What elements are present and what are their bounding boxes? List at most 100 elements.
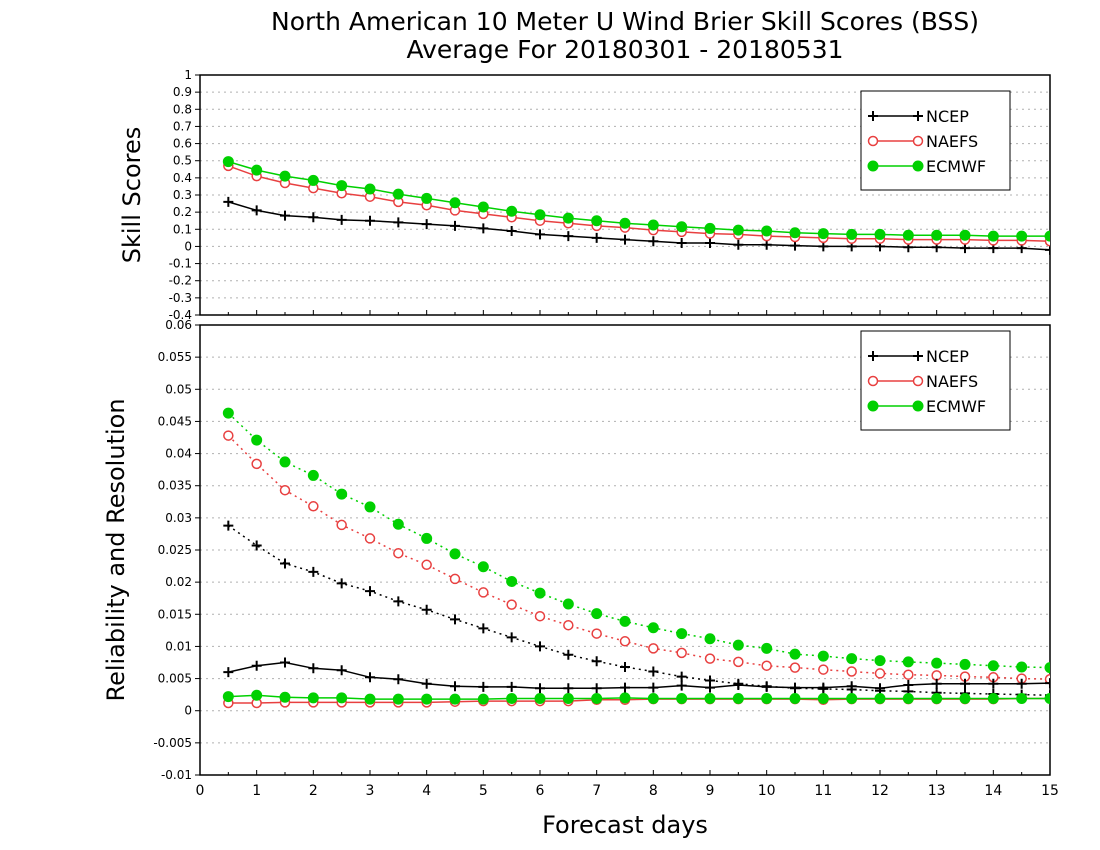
bottom-point-ncep bbox=[393, 596, 404, 607]
bottom-point-ncep bbox=[393, 674, 404, 685]
top-ytick-label-8: 0.4 bbox=[173, 171, 192, 185]
bottom-ytick-label-10: 0.04 bbox=[165, 447, 192, 461]
top-legend-marker-ecmwf bbox=[867, 160, 879, 172]
bottom-ytick-label-12: 0.05 bbox=[165, 382, 192, 396]
bottom-point-ecmwf bbox=[392, 518, 404, 530]
top-point-ecmwf bbox=[392, 188, 404, 200]
bottom-point-ecmwf bbox=[477, 561, 489, 573]
bottom-point-ecmwf bbox=[732, 639, 744, 651]
bottom-point-ecmwf bbox=[307, 692, 319, 704]
top-point-ecmwf bbox=[647, 219, 659, 231]
bottom-point-ncep bbox=[308, 566, 319, 577]
bottom-point-ncep bbox=[931, 678, 942, 689]
bottom-point-ncep bbox=[506, 681, 517, 692]
top-point-ecmwf bbox=[931, 229, 943, 241]
bottom-point-naefs bbox=[676, 647, 687, 659]
bottom-legend-marker-ncep bbox=[868, 351, 878, 361]
bottom-point-naefs bbox=[704, 653, 716, 664]
bottom-point-ncep bbox=[251, 660, 262, 671]
bottom-point-ecmwf bbox=[1016, 693, 1028, 704]
bottom-ytick-label-2: 0 bbox=[184, 704, 192, 718]
bottom-point-ecmwf bbox=[251, 434, 263, 446]
top-legend-marker-ncep bbox=[868, 111, 878, 121]
bottom-point-ecmwf bbox=[421, 693, 433, 705]
top-point-ecmwf bbox=[619, 217, 631, 229]
top-point-ecmwf bbox=[336, 180, 348, 192]
top-point-ecmwf bbox=[364, 183, 376, 195]
top-ytick-label-2: -0.2 bbox=[169, 274, 192, 288]
top-point-ecmwf bbox=[534, 209, 546, 221]
bottom-point-naefs bbox=[846, 666, 857, 677]
top-ytick-label-4: 0 bbox=[184, 239, 192, 253]
x-tick-label-11: 11 bbox=[814, 783, 832, 799]
top-point-ecmwf bbox=[874, 228, 886, 240]
bottom-ytick-label-9: 0.035 bbox=[158, 479, 192, 493]
bottom-point-ncep bbox=[676, 680, 687, 691]
top-point-ncep bbox=[506, 226, 517, 236]
x-tick-label-5: 5 bbox=[479, 783, 488, 799]
top-ytick-label-1: -0.3 bbox=[169, 291, 192, 305]
bottom-point-ecmwf bbox=[506, 693, 518, 704]
x-tick-label-13: 13 bbox=[928, 783, 946, 799]
bottom-series-naefs-dotted bbox=[223, 430, 1050, 685]
bottom-point-ncep bbox=[478, 681, 489, 692]
bottom-point-ncep bbox=[506, 632, 517, 643]
bottom-point-ncep bbox=[365, 586, 375, 597]
top-point-ncep bbox=[365, 215, 375, 226]
bottom-point-naefs bbox=[421, 559, 432, 571]
bottom-point-ncep bbox=[336, 578, 347, 589]
bottom-point-ecmwf bbox=[817, 693, 829, 704]
top-point-ncep bbox=[563, 231, 574, 242]
bottom-point-ncep bbox=[591, 656, 602, 667]
bottom-point-ncep bbox=[450, 681, 460, 692]
bottom-legend-marker-ecmwf bbox=[912, 400, 924, 412]
bottom-point-ncep bbox=[336, 665, 347, 676]
top-point-ncep bbox=[620, 234, 630, 245]
x-axis-label: Forecast days bbox=[542, 811, 708, 839]
bottom-point-naefs bbox=[478, 587, 489, 598]
bottom-ytick-label-0: -0.01 bbox=[161, 768, 192, 782]
bottom-point-ncep bbox=[676, 671, 687, 682]
bottom-ytick-label-7: 0.025 bbox=[158, 543, 192, 557]
top-legend: NCEP NAEFS ECMWF bbox=[860, 90, 1011, 191]
bottom-ytick-label-4: 0.01 bbox=[165, 639, 192, 653]
bottom-point-naefs bbox=[818, 664, 829, 675]
x-tick-label-9: 9 bbox=[706, 783, 715, 799]
bottom-point-ecmwf bbox=[222, 407, 234, 419]
bottom-point-ecmwf bbox=[846, 653, 858, 665]
bottom-point-ecmwf bbox=[1016, 661, 1028, 673]
bottom-point-ncep bbox=[280, 558, 290, 569]
bottom-point-ncep bbox=[535, 641, 545, 652]
bottom-ytick-label-14: 0.06 bbox=[165, 318, 192, 332]
top-point-ecmwf bbox=[761, 225, 773, 237]
bottom-point-ecmwf bbox=[591, 693, 603, 704]
top-point-ecmwf bbox=[676, 221, 688, 233]
bottom-line-naefs-dotted bbox=[227, 435, 1050, 680]
bottom-point-ecmwf bbox=[562, 693, 574, 704]
bottom-point-ecmwf bbox=[761, 693, 773, 704]
bottom-ytick-label-1: -0.005 bbox=[153, 736, 192, 750]
top-series-ecmwf-solid bbox=[222, 156, 1050, 242]
bottom-point-ncep bbox=[960, 678, 970, 689]
bottom-point-ecmwf bbox=[336, 488, 348, 500]
bottom-ytick-label-8: 0.03 bbox=[165, 511, 192, 525]
bottom-point-ncep bbox=[620, 662, 630, 672]
x-tick-label-8: 8 bbox=[649, 783, 658, 799]
bottom-point-ecmwf bbox=[732, 693, 744, 704]
bottom-line-ncep-dotted bbox=[227, 524, 1050, 697]
top-point-ncep bbox=[393, 217, 404, 228]
top-series-ncep-solid bbox=[223, 196, 1050, 255]
top-point-ncep bbox=[591, 232, 602, 243]
top-point-ecmwf bbox=[421, 192, 433, 204]
top-point-ecmwf bbox=[846, 228, 858, 240]
bottom-point-ecmwf bbox=[279, 691, 291, 703]
top-point-ecmwf bbox=[1016, 230, 1028, 242]
top-point-ncep bbox=[648, 236, 659, 247]
bottom-point-ecmwf bbox=[874, 693, 886, 704]
top-y-axis-label: Skill Scores bbox=[118, 127, 146, 264]
x-tick-label-14: 14 bbox=[984, 783, 1002, 799]
bottom-point-ecmwf bbox=[449, 548, 461, 560]
bottom-point-ecmwf bbox=[902, 656, 914, 668]
top-point-ncep bbox=[421, 219, 432, 230]
top-point-ncep bbox=[251, 205, 262, 216]
